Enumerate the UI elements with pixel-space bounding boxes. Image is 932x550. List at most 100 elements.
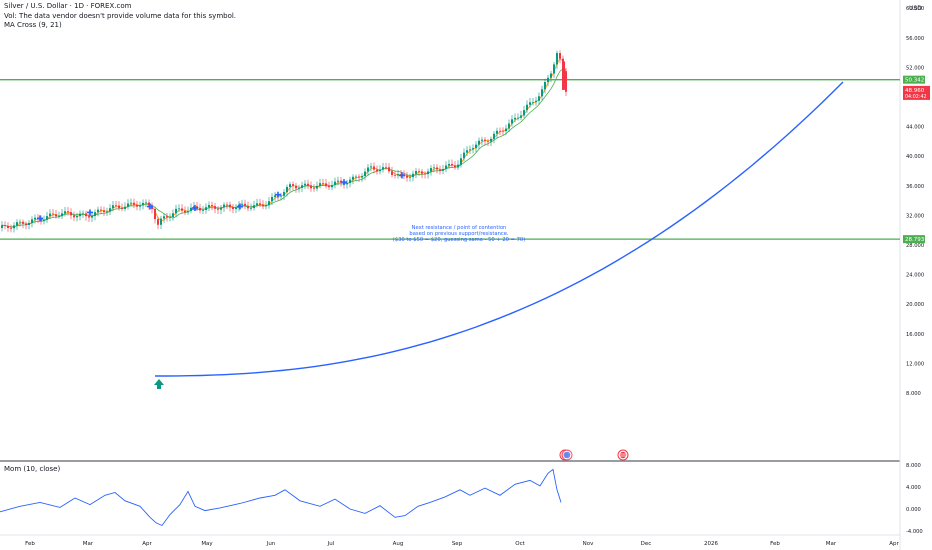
candle-body[interactable]: [280, 195, 282, 197]
candle-body[interactable]: [484, 139, 486, 142]
candle-body[interactable]: [448, 163, 450, 166]
candle-body[interactable]: [103, 210, 105, 213]
candle-body[interactable]: [442, 169, 444, 171]
candle-body[interactable]: [532, 102, 534, 103]
candle-body[interactable]: [526, 104, 528, 111]
candle-body[interactable]: [301, 185, 303, 188]
candle-body[interactable]: [175, 208, 177, 214]
candle-body[interactable]: [190, 207, 192, 211]
candle-body[interactable]: [211, 205, 213, 207]
candle-body[interactable]: [436, 167, 438, 170]
candle-body[interactable]: [433, 167, 435, 169]
candle-body[interactable]: [166, 216, 168, 218]
candle-body[interactable]: [331, 185, 333, 188]
candle-body[interactable]: [58, 216, 60, 217]
candle-body[interactable]: [361, 175, 363, 178]
candle-body[interactable]: [289, 184, 291, 188]
candle-body[interactable]: [400, 174, 402, 175]
us-flag-icon[interactable]: [559, 449, 573, 461]
candle-body[interactable]: [61, 213, 63, 217]
candle-body[interactable]: [232, 207, 234, 210]
candle-body[interactable]: [370, 166, 372, 168]
candle-body[interactable]: [337, 180, 339, 182]
candle-body[interactable]: [124, 206, 126, 209]
horizontal-levels[interactable]: [0, 0, 900, 240]
candle-body[interactable]: [385, 167, 387, 168]
candle-body[interactable]: [310, 185, 312, 189]
candle-body[interactable]: [16, 222, 18, 226]
candle-body[interactable]: [439, 169, 441, 171]
candle-body[interactable]: [127, 203, 129, 207]
candle-body[interactable]: [133, 202, 135, 205]
candle-body[interactable]: [304, 183, 306, 186]
candle-body[interactable]: [388, 167, 390, 172]
candle-body[interactable]: [325, 183, 327, 186]
candle-body[interactable]: [493, 133, 495, 139]
candle-body[interactable]: [199, 207, 201, 211]
candle-body[interactable]: [223, 204, 225, 208]
candle-body[interactable]: [214, 206, 216, 209]
candle-body[interactable]: [253, 205, 255, 209]
candle-body[interactable]: [409, 177, 411, 178]
candle-body[interactable]: [205, 207, 207, 211]
candle-body[interactable]: [358, 176, 360, 178]
momentum-pane[interactable]: [0, 468, 562, 527]
candle-body[interactable]: [91, 215, 93, 218]
candle-body[interactable]: [286, 187, 288, 193]
candle-body[interactable]: [256, 203, 258, 206]
candle-body[interactable]: [52, 213, 54, 215]
candle-body[interactable]: [193, 206, 195, 208]
candle-body[interactable]: [241, 203, 243, 205]
candle-body[interactable]: [481, 139, 483, 141]
candle-body[interactable]: [244, 203, 246, 206]
candle-body[interactable]: [34, 217, 36, 220]
candle-body[interactable]: [109, 208, 111, 212]
candle-body[interactable]: [283, 192, 285, 196]
candle-body[interactable]: [265, 205, 267, 207]
candle-body[interactable]: [46, 216, 48, 220]
candle-body[interactable]: [94, 212, 96, 216]
candle-body[interactable]: [7, 225, 9, 229]
candle-body[interactable]: [43, 219, 45, 221]
annotation-text[interactable]: Next resistance / point of contention ba…: [393, 225, 525, 243]
candles[interactable]: [1, 50, 567, 233]
candle-body[interactable]: [565, 71, 567, 92]
candle-body[interactable]: [376, 169, 378, 172]
candle-body[interactable]: [406, 175, 408, 178]
candle-body[interactable]: [496, 130, 498, 134]
projection-curve[interactable]: [155, 81, 844, 377]
candle-body[interactable]: [82, 213, 84, 215]
candle-body[interactable]: [487, 141, 489, 142]
candle-body[interactable]: [229, 204, 231, 208]
candle-body[interactable]: [322, 183, 324, 184]
candle-body[interactable]: [520, 115, 522, 118]
candle-body[interactable]: [538, 96, 540, 101]
candle-body[interactable]: [457, 164, 459, 168]
candle-body[interactable]: [49, 213, 51, 217]
candle-body[interactable]: [13, 225, 15, 229]
momentum-line[interactable]: [0, 468, 562, 527]
candle-body[interactable]: [70, 212, 72, 216]
candle-body[interactable]: [202, 210, 204, 211]
candle-body[interactable]: [10, 228, 12, 229]
candle-body[interactable]: [268, 201, 270, 206]
candle-body[interactable]: [208, 205, 210, 208]
candle-body[interactable]: [169, 216, 171, 218]
candle-body[interactable]: [511, 119, 513, 124]
candle-body[interactable]: [475, 144, 477, 149]
candle-body[interactable]: [430, 168, 432, 172]
candle-body[interactable]: [172, 213, 174, 217]
candle-body[interactable]: [547, 77, 549, 83]
candle-body[interactable]: [235, 207, 237, 210]
candle-body[interactable]: [559, 53, 561, 59]
candle-body[interactable]: [55, 214, 57, 217]
candle-body[interactable]: [415, 171, 417, 174]
candle-body[interactable]: [490, 138, 492, 142]
candle-body[interactable]: [79, 213, 81, 217]
candle-body[interactable]: [319, 183, 321, 186]
candle-body[interactable]: [460, 158, 462, 165]
candle-body[interactable]: [412, 173, 414, 178]
candle-body[interactable]: [145, 202, 147, 204]
candle-body[interactable]: [187, 210, 189, 213]
